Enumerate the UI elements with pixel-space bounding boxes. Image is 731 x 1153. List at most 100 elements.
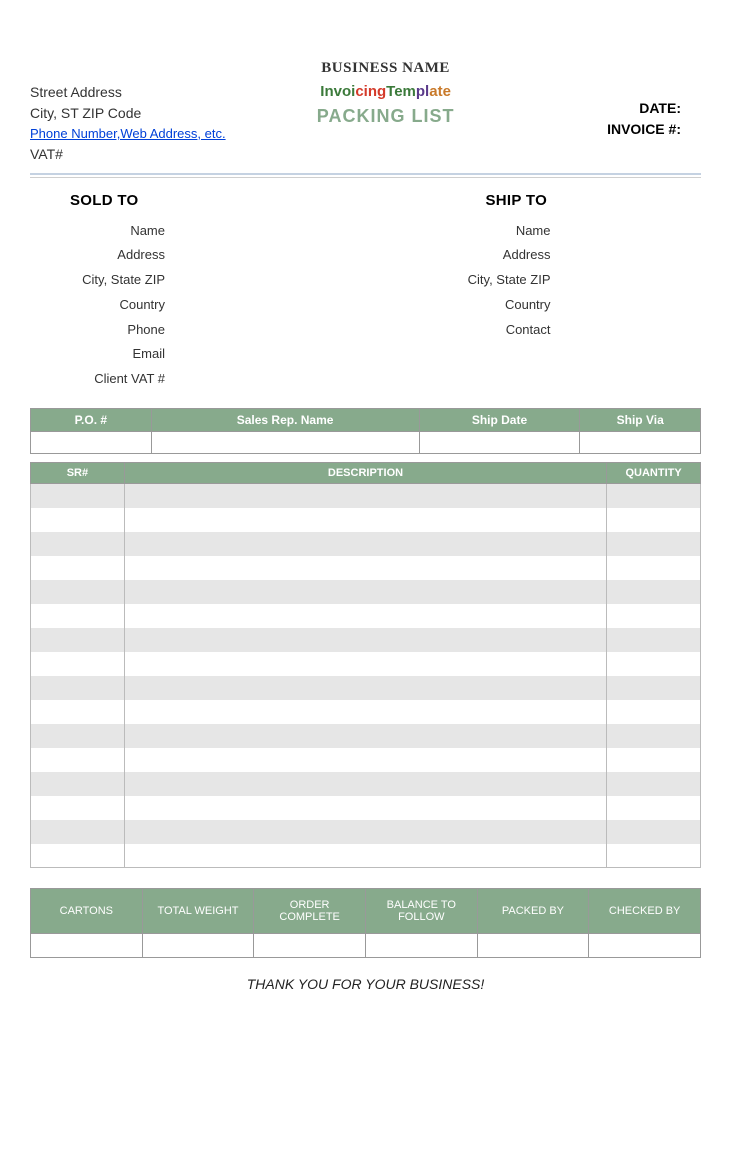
header: Street Address City, ST ZIP Code Phone N… (30, 60, 701, 165)
totalweight-cell[interactable] (142, 934, 254, 958)
balance-cell[interactable] (365, 934, 477, 958)
header-meta: DATE: INVOICE #: (486, 60, 701, 140)
order-meta-table: P.O. # Sales Rep. Name Ship Date Ship Vi… (30, 408, 701, 454)
quantity-cell[interactable] (607, 652, 701, 676)
contact-link[interactable]: Phone Number,Web Address, etc. (30, 126, 226, 141)
quantity-cell[interactable] (607, 604, 701, 628)
description-cell[interactable] (124, 604, 606, 628)
packedby-cell[interactable] (477, 934, 589, 958)
quantity-cell[interactable] (607, 532, 701, 556)
quantity-cell[interactable] (607, 508, 701, 532)
sold-to-vat: Client VAT # (30, 367, 165, 392)
sr-header: SR# (31, 463, 125, 484)
item-row (31, 652, 701, 676)
quantity-cell[interactable] (607, 748, 701, 772)
item-row (31, 604, 701, 628)
item-row (31, 484, 701, 508)
sr-cell[interactable] (31, 748, 125, 772)
sr-cell[interactable] (31, 796, 125, 820)
business-name: BUSINESS NAME (285, 60, 486, 77)
description-cell[interactable] (124, 508, 606, 532)
sr-cell[interactable] (31, 724, 125, 748)
ship-to-title: SHIP TO (486, 192, 702, 209)
description-cell[interactable] (124, 556, 606, 580)
sr-cell[interactable] (31, 772, 125, 796)
item-row (31, 820, 701, 844)
description-cell[interactable] (124, 532, 606, 556)
quantity-cell[interactable] (607, 556, 701, 580)
sr-cell[interactable] (31, 580, 125, 604)
shipvia-cell[interactable] (580, 432, 701, 454)
description-cell[interactable] (124, 748, 606, 772)
description-cell[interactable] (124, 676, 606, 700)
quantity-cell[interactable] (607, 484, 701, 508)
sr-cell[interactable] (31, 700, 125, 724)
item-row (31, 748, 701, 772)
packedby-header: PACKED BY (477, 889, 589, 934)
sr-cell[interactable] (31, 532, 125, 556)
header-center: BUSINESS NAME InvoicingTemplate PACKING … (285, 60, 486, 127)
po-header: P.O. # (31, 409, 152, 432)
vat-label: VAT# (30, 144, 285, 165)
quantity-cell[interactable] (607, 628, 701, 652)
quantity-cell[interactable] (607, 820, 701, 844)
quantity-cell[interactable] (607, 580, 701, 604)
sr-cell[interactable] (31, 844, 125, 868)
sold-to-title: SOLD TO (70, 192, 366, 209)
ship-to-city: City, State ZIP (406, 268, 551, 293)
shipvia-header: Ship Via (580, 409, 701, 432)
sr-cell[interactable] (31, 820, 125, 844)
ship-to-col: SHIP TO Name Address City, State ZIP Cou… (366, 192, 702, 393)
ordercomplete-cell[interactable] (254, 934, 366, 958)
sold-to-country: Country (30, 293, 165, 318)
item-row (31, 532, 701, 556)
item-row (31, 508, 701, 532)
document-title: PACKING LIST (285, 106, 486, 127)
description-cell[interactable] (124, 580, 606, 604)
description-cell[interactable] (124, 796, 606, 820)
checkedby-cell[interactable] (589, 934, 701, 958)
quantity-cell[interactable] (607, 796, 701, 820)
description-cell[interactable] (124, 628, 606, 652)
sr-cell[interactable] (31, 676, 125, 700)
sr-cell[interactable] (31, 604, 125, 628)
cartons-header: CARTONS (31, 889, 143, 934)
quantity-header: QUANTITY (607, 463, 701, 484)
description-cell[interactable] (124, 772, 606, 796)
description-cell[interactable] (124, 652, 606, 676)
city-line: City, ST ZIP Code (30, 103, 285, 124)
description-cell[interactable] (124, 484, 606, 508)
description-cell[interactable] (124, 700, 606, 724)
ship-to-address: Address (406, 243, 551, 268)
address-section: SOLD TO Name Address City, State ZIP Cou… (30, 192, 701, 393)
item-row (31, 580, 701, 604)
totalweight-header: TOTAL WEIGHT (142, 889, 254, 934)
street-address: Street Address (30, 82, 285, 103)
shipdate-cell[interactable] (419, 432, 580, 454)
sr-cell[interactable] (31, 628, 125, 652)
description-cell[interactable] (124, 724, 606, 748)
item-row (31, 700, 701, 724)
item-row (31, 724, 701, 748)
item-row (31, 772, 701, 796)
sr-cell[interactable] (31, 508, 125, 532)
quantity-cell[interactable] (607, 772, 701, 796)
sr-cell[interactable] (31, 556, 125, 580)
item-row (31, 796, 701, 820)
quantity-cell[interactable] (607, 676, 701, 700)
sold-to-address: Address (30, 243, 165, 268)
quantity-cell[interactable] (607, 700, 701, 724)
po-cell[interactable] (31, 432, 152, 454)
quantity-cell[interactable] (607, 844, 701, 868)
sr-cell[interactable] (31, 652, 125, 676)
thank-you-message: THANK YOU FOR YOUR BUSINESS! (30, 976, 701, 992)
salesrep-cell[interactable] (151, 432, 419, 454)
cartons-cell[interactable] (31, 934, 143, 958)
ship-to-country: Country (406, 293, 551, 318)
sr-cell[interactable] (31, 484, 125, 508)
description-cell[interactable] (124, 820, 606, 844)
description-cell[interactable] (124, 844, 606, 868)
quantity-cell[interactable] (607, 724, 701, 748)
sold-to-email: Email (30, 342, 165, 367)
ship-to-contact: Contact (406, 318, 551, 343)
